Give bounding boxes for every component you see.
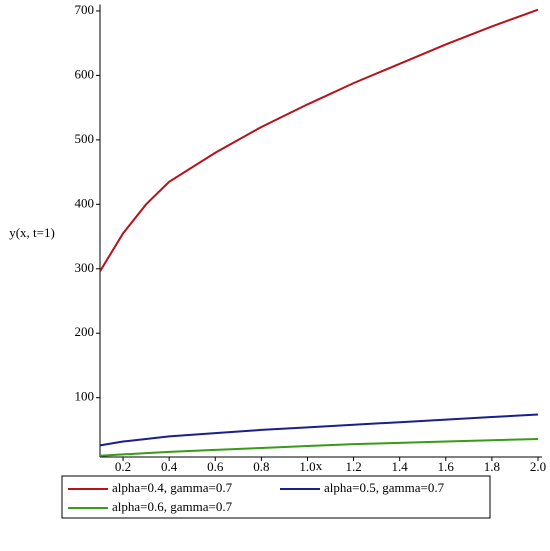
y-axis-label: y(x, t=1) (9, 225, 55, 240)
x-tick-label: 1.0 (299, 459, 315, 474)
x-tick-label: 1.4 (392, 459, 409, 474)
x-tick-label: 0.6 (207, 459, 224, 474)
y-tick-label: 300 (75, 260, 95, 275)
y-tick-label: 500 (75, 131, 95, 146)
x-axis-label: x (316, 458, 323, 473)
y-tick-label: 200 (75, 324, 95, 339)
x-tick-label: 1.8 (484, 459, 500, 474)
series-line (99, 413, 539, 447)
y-tick-label: 100 (75, 389, 95, 404)
y-tick-label: 600 (75, 66, 95, 81)
x-tick-label: 0.2 (115, 459, 131, 474)
y-tick-label: 700 (75, 2, 95, 17)
legend-box (61, 475, 491, 519)
y-tick-label: 400 (75, 195, 95, 210)
series-line (99, 437, 539, 457)
legend-label: alpha=0.5, gamma=0.7 (324, 480, 445, 495)
series-line (99, 8, 539, 272)
legend-label: alpha=0.6, gamma=0.7 (112, 499, 233, 514)
x-tick-label: 0.4 (161, 459, 178, 474)
legend-label: alpha=0.4, gamma=0.7 (112, 480, 233, 495)
x-tick-label: 2.0 (530, 459, 546, 474)
x-tick-label: 0.8 (253, 459, 269, 474)
x-tick-label: 1.6 (438, 459, 455, 474)
x-tick-label: 1.2 (345, 459, 361, 474)
